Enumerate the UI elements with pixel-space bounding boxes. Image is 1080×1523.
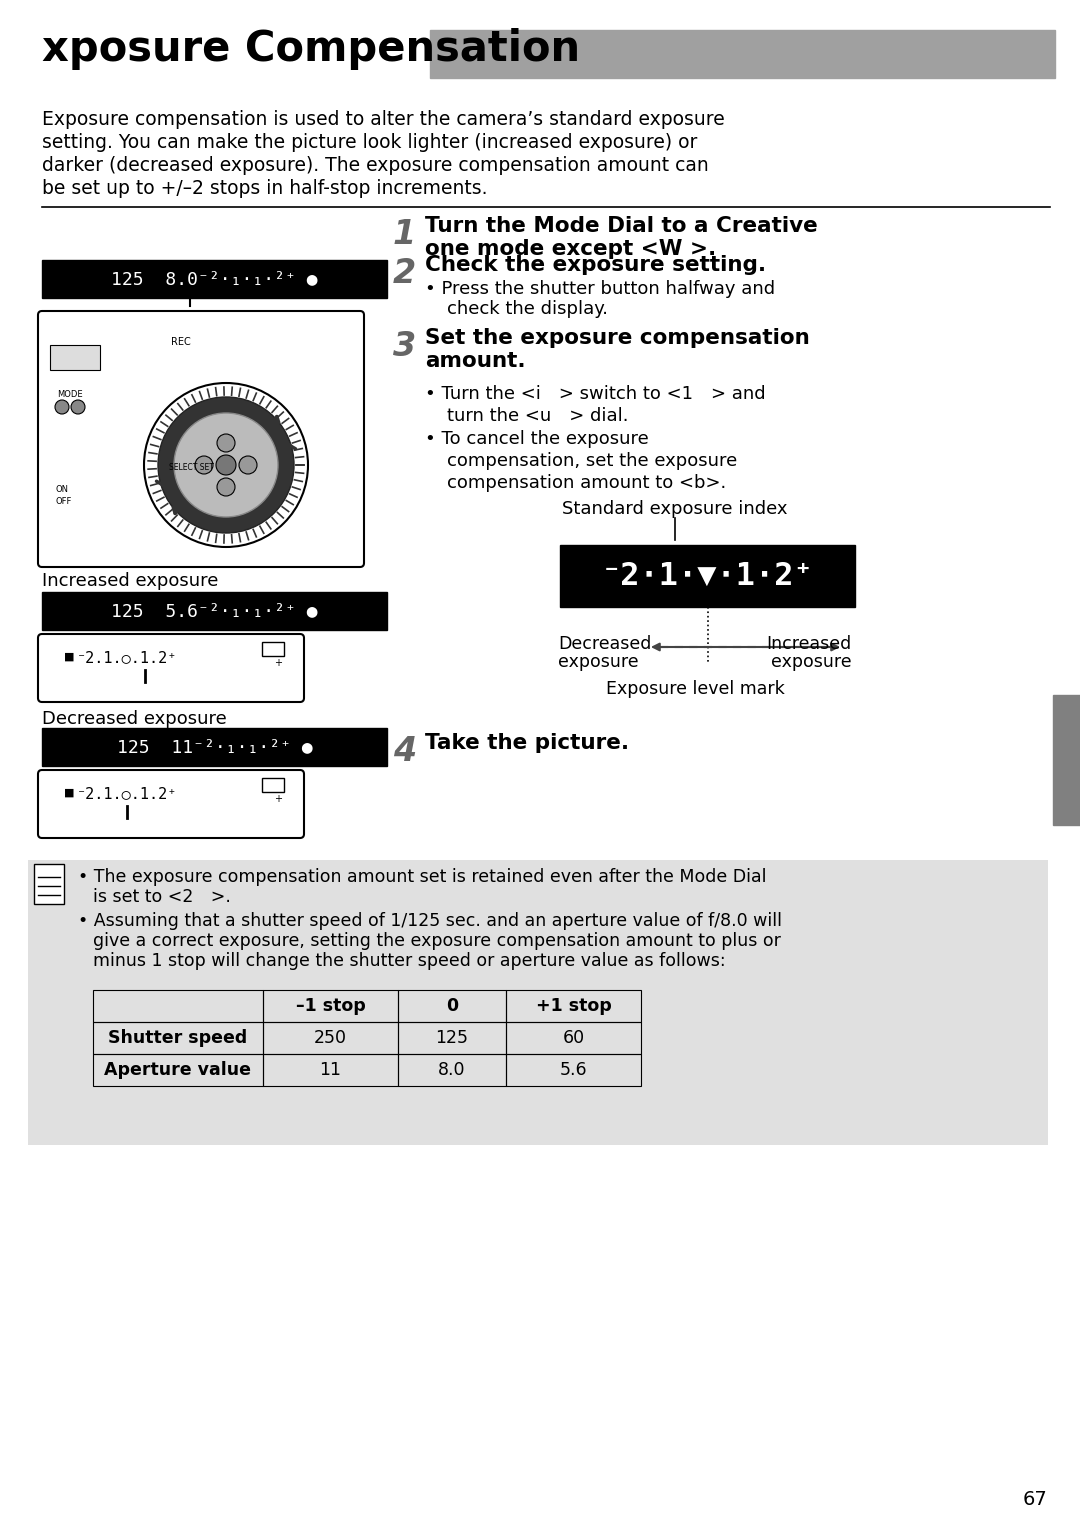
Text: ⁻2.1.○.1.2⁺: ⁻2.1.○.1.2⁺ — [77, 650, 177, 666]
Text: 67: 67 — [1023, 1489, 1048, 1509]
Circle shape — [239, 455, 257, 474]
Text: 4: 4 — [393, 736, 416, 768]
Text: 2: 2 — [393, 257, 416, 289]
Text: be set up to +/–2 stops in half-stop increments.: be set up to +/–2 stops in half-stop inc… — [42, 180, 487, 198]
Text: 1: 1 — [393, 218, 416, 251]
Bar — [93, 990, 264, 1022]
Text: exposure: exposure — [558, 653, 638, 672]
Text: • Turn the <i > switch to <1 > and: • Turn the <i > switch to <1 > and — [426, 385, 766, 404]
Bar — [264, 1054, 399, 1086]
Circle shape — [217, 478, 235, 496]
Text: +: + — [274, 658, 282, 669]
Text: • The exposure compensation amount set is retained even after the Mode Dial: • The exposure compensation amount set i… — [78, 868, 767, 886]
Bar — [264, 1022, 399, 1054]
Text: check the display.: check the display. — [447, 300, 608, 318]
Text: setting. You can make the picture look lighter (increased exposure) or: setting. You can make the picture look l… — [42, 133, 698, 152]
Bar — [399, 990, 507, 1022]
Bar — [507, 990, 642, 1022]
Circle shape — [144, 382, 308, 547]
Text: SELECT SET: SELECT SET — [168, 463, 214, 472]
Circle shape — [174, 413, 278, 516]
Bar — [93, 1022, 264, 1054]
Text: • Press the shutter button halfway and: • Press the shutter button halfway and — [426, 280, 775, 299]
Text: compensation amount to <b>.: compensation amount to <b>. — [447, 474, 726, 492]
Bar — [264, 990, 399, 1022]
Text: +: + — [274, 793, 282, 804]
FancyBboxPatch shape — [38, 634, 303, 702]
Bar — [42, 260, 387, 299]
Text: • To cancel the exposure: • To cancel the exposure — [426, 429, 649, 448]
Text: minus 1 stop will change the shutter speed or aperture value as follows:: minus 1 stop will change the shutter spe… — [93, 952, 726, 970]
Bar — [1053, 694, 1080, 825]
Text: MODE: MODE — [57, 390, 83, 399]
Bar — [561, 545, 855, 608]
Text: Aperture value: Aperture value — [105, 1062, 252, 1078]
Circle shape — [217, 434, 235, 452]
Bar — [262, 643, 284, 656]
Text: ⁻2⋅1⋅▼⋅1⋅2⁺: ⁻2⋅1⋅▼⋅1⋅2⁺ — [602, 560, 813, 591]
Text: 125  11⁻²⋅₁⋅₁⋅²⁺ ●: 125 11⁻²⋅₁⋅₁⋅²⁺ ● — [117, 739, 312, 755]
Bar — [430, 30, 1055, 78]
FancyBboxPatch shape — [33, 864, 64, 905]
Text: 0: 0 — [446, 998, 458, 1014]
Text: Decreased exposure: Decreased exposure — [42, 710, 227, 728]
Bar — [28, 860, 1048, 1145]
Text: REC: REC — [171, 337, 191, 347]
Text: turn the <u > dial.: turn the <u > dial. — [447, 407, 629, 425]
Circle shape — [71, 401, 85, 414]
Text: Exposure level mark: Exposure level mark — [606, 679, 784, 698]
Text: –1 stop: –1 stop — [296, 998, 365, 1014]
Text: Increased: Increased — [767, 635, 852, 653]
Text: Take the picture.: Take the picture. — [426, 733, 630, 752]
Text: OFF: OFF — [56, 496, 72, 506]
Bar — [262, 778, 284, 792]
Bar — [399, 1022, 507, 1054]
Bar — [93, 1054, 264, 1086]
Circle shape — [195, 455, 213, 474]
Text: 125  8.0⁻²⋅₁⋅₁⋅²⁺ ●: 125 8.0⁻²⋅₁⋅₁⋅²⁺ ● — [111, 270, 318, 288]
Text: 8.0: 8.0 — [438, 1062, 465, 1078]
FancyBboxPatch shape — [38, 771, 303, 838]
Text: Decreased: Decreased — [558, 635, 651, 653]
Text: darker (decreased exposure). The exposure compensation amount can: darker (decreased exposure). The exposur… — [42, 155, 708, 175]
Bar — [507, 1054, 642, 1086]
FancyBboxPatch shape — [38, 311, 364, 567]
Text: ⁻2.1.○.1.2⁺: ⁻2.1.○.1.2⁺ — [77, 786, 177, 801]
Text: 11: 11 — [320, 1062, 341, 1078]
Text: ■: ■ — [64, 787, 75, 798]
Text: Turn the Mode Dial to a Creative: Turn the Mode Dial to a Creative — [426, 216, 818, 236]
Text: amount.: amount. — [426, 350, 526, 372]
Text: ON: ON — [56, 484, 69, 493]
Text: +1 stop: +1 stop — [536, 998, 611, 1014]
Text: 125  5.6⁻²⋅₁⋅₁⋅²⁺ ●: 125 5.6⁻²⋅₁⋅₁⋅²⁺ ● — [111, 602, 318, 620]
Text: 5.6: 5.6 — [559, 1062, 588, 1078]
Text: 125: 125 — [435, 1030, 469, 1046]
Text: xposure Compensation: xposure Compensation — [42, 27, 580, 70]
Text: • Assuming that a shutter speed of 1/125 sec. and an aperture value of f/8.0 wil: • Assuming that a shutter speed of 1/125… — [78, 912, 782, 931]
Bar — [50, 346, 100, 370]
Text: Set the exposure compensation: Set the exposure compensation — [426, 327, 810, 347]
Circle shape — [216, 455, 237, 475]
Text: Check the exposure setting.: Check the exposure setting. — [426, 254, 766, 276]
Text: Standard exposure index: Standard exposure index — [563, 500, 787, 518]
Bar — [399, 1054, 507, 1086]
Text: ■: ■ — [64, 652, 75, 663]
Text: 3: 3 — [393, 330, 416, 362]
Bar — [42, 592, 387, 631]
Text: exposure: exposure — [771, 653, 852, 672]
Text: one mode except <W >.: one mode except <W >. — [426, 239, 716, 259]
Text: Increased exposure: Increased exposure — [42, 573, 218, 589]
Bar — [507, 1022, 642, 1054]
Circle shape — [55, 401, 69, 414]
Text: Shutter speed: Shutter speed — [108, 1030, 247, 1046]
Text: give a correct exposure, setting the exposure compensation amount to plus or: give a correct exposure, setting the exp… — [93, 932, 781, 950]
Text: Exposure compensation is used to alter the camera’s standard exposure: Exposure compensation is used to alter t… — [42, 110, 725, 129]
Bar — [42, 728, 387, 766]
Text: 250: 250 — [314, 1030, 347, 1046]
Text: compensation, set the exposure: compensation, set the exposure — [447, 452, 738, 471]
Circle shape — [158, 398, 294, 533]
Text: is set to <2 >.: is set to <2 >. — [93, 888, 231, 906]
Text: 60: 60 — [563, 1030, 584, 1046]
